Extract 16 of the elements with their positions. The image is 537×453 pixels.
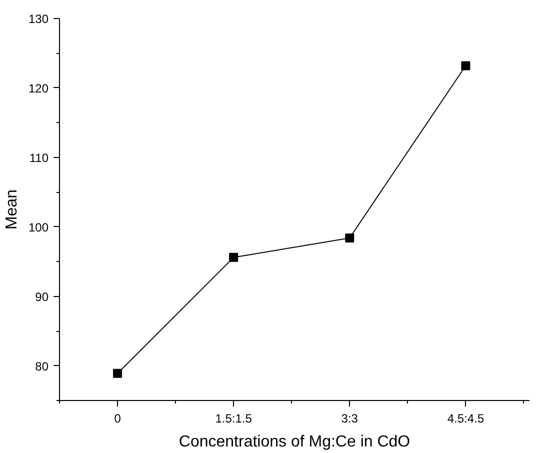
y-tick-label: 100 xyxy=(28,220,49,234)
x-tick-label: 4.5:4.5 xyxy=(447,412,484,426)
y-axis-title: Mean xyxy=(3,189,20,230)
point xyxy=(229,252,238,262)
point xyxy=(461,61,470,70)
x-tick-label: 1.5:1.5 xyxy=(215,412,252,426)
y-tick-label: 130 xyxy=(28,12,49,26)
y-tick-label: 120 xyxy=(28,81,49,96)
y-tick-label: 80 xyxy=(35,359,49,374)
x-axis-title: Concentrations of Mg:Ce in CdO xyxy=(178,434,410,450)
y-tick-label: 90 xyxy=(35,290,49,304)
x-tick-label: 3:3 xyxy=(341,412,358,426)
point xyxy=(345,233,354,242)
point xyxy=(113,368,122,378)
y-tick-label: 110 xyxy=(29,150,49,165)
x-tick-label: 0 xyxy=(114,412,122,426)
